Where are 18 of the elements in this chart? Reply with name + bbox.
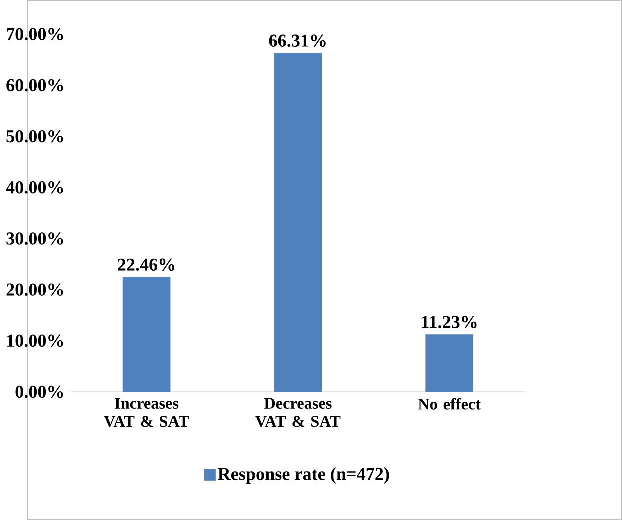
- data-label: 22.46%: [118, 258, 174, 271]
- y-tick-label: 30.00%: [6, 232, 64, 245]
- y-tick-label: 0.00%: [16, 386, 64, 398]
- legend-label: Response rate (n=472): [218, 467, 390, 484]
- bar: [426, 334, 474, 392]
- y-tick-label: 10.00%: [7, 334, 64, 348]
- y-tick-label: 20.00%: [6, 284, 64, 296]
- data-label: 11.23%: [422, 316, 477, 328]
- y-tick-label: 40.00%: [6, 181, 64, 194]
- x-tick-label: Decreases VAT & SAT: [256, 398, 341, 428]
- y-tick-label: 60.00%: [6, 79, 64, 92]
- y-tick-label: 50.00%: [6, 130, 64, 143]
- bar: [274, 53, 322, 392]
- data-label: 66.31%: [269, 34, 326, 47]
- bar: [122, 277, 171, 392]
- y-tick-label: 70.00%: [7, 28, 64, 40]
- x-tick-label: No effect: [418, 398, 481, 410]
- x-tick-label: Increases VAT & SAT: [104, 398, 190, 428]
